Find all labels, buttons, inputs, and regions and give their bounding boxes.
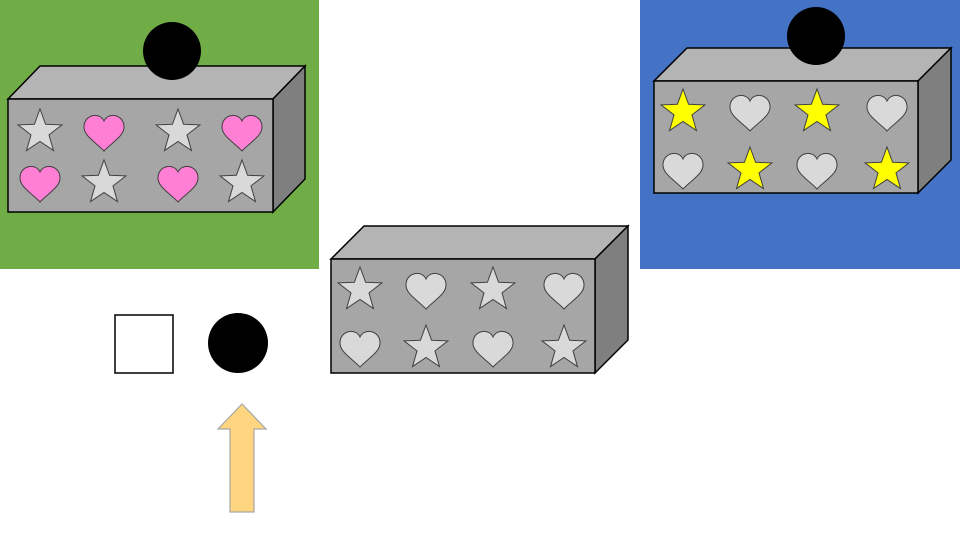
heart-icon: [339, 330, 381, 368]
star-icon: [726, 145, 774, 190]
box-center: [329, 224, 630, 375]
star-icon: [659, 87, 707, 132]
star-icon: [469, 265, 517, 310]
up-arrow-icon: [216, 403, 268, 513]
star-icon: [863, 145, 911, 190]
star-icon: [16, 107, 64, 152]
box-center-shapes: [336, 265, 588, 368]
ball-on-blue-box: [787, 7, 845, 65]
box-blue: [652, 46, 953, 195]
heart-icon: [729, 94, 771, 132]
box-blue-shapes: [659, 87, 911, 190]
heart-icon: [472, 330, 514, 368]
heart-icon: [19, 165, 61, 203]
heart-icon: [866, 94, 908, 132]
star-icon: [80, 158, 128, 203]
heart-icon: [662, 152, 704, 190]
star-icon: [218, 158, 266, 203]
star-icon: [154, 107, 202, 152]
heart-icon: [83, 114, 125, 152]
heart-icon: [405, 272, 447, 310]
heart-icon: [157, 165, 199, 203]
heart-icon: [221, 114, 263, 152]
star-icon: [793, 87, 841, 132]
heart-icon: [543, 272, 585, 310]
ball: [208, 313, 268, 373]
heart-icon: [796, 152, 838, 190]
box-green-shapes: [16, 107, 266, 203]
star-icon: [336, 265, 384, 310]
ball-on-green-box: [143, 22, 201, 80]
empty-square: [114, 314, 174, 374]
box-center-top: [329, 225, 630, 260]
star-icon: [402, 323, 450, 368]
box-green: [6, 64, 307, 214]
star-icon: [540, 323, 588, 368]
